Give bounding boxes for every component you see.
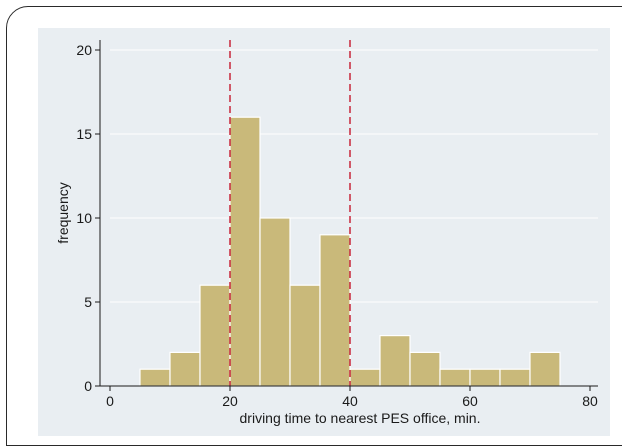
histogram-bar-10 bbox=[439, 368, 471, 387]
histogram-bar-9 bbox=[409, 351, 441, 387]
y-tick-label-3: 15 bbox=[76, 126, 92, 142]
reference-lines bbox=[229, 40, 351, 386]
histogram-bar-12 bbox=[499, 368, 531, 387]
histogram-bar-2 bbox=[199, 284, 231, 387]
histogram-bar-5 bbox=[289, 284, 321, 387]
histogram-bar-7 bbox=[349, 368, 381, 387]
x-tick-label-0: 0 bbox=[106, 393, 114, 409]
histogram-bar-4 bbox=[259, 217, 291, 387]
x-axis-label: driving time to nearest PES office, min. bbox=[240, 410, 481, 426]
x-tick-label-3: 60 bbox=[462, 393, 478, 409]
x-tick-label-2: 40 bbox=[342, 393, 358, 409]
y-axis-label: frequency bbox=[55, 182, 71, 243]
histogram-bar-0 bbox=[139, 368, 171, 387]
histogram-bar-8 bbox=[379, 335, 411, 387]
histogram-chart: 0 20 40 60 80 0 5 10 15 20 driving time to neare… bbox=[55, 40, 598, 426]
x-tick-label-1: 20 bbox=[222, 393, 238, 409]
histogram-bar-13 bbox=[529, 351, 561, 387]
histogram-bar-3 bbox=[229, 116, 261, 387]
y-tick-label-2: 10 bbox=[76, 210, 92, 226]
histogram-bar-6 bbox=[319, 234, 351, 387]
y-tick-label-0: 0 bbox=[84, 378, 92, 394]
y-tick-label-1: 5 bbox=[84, 294, 92, 310]
histogram-bar-11 bbox=[469, 368, 501, 387]
x-tick-labels: 0 20 40 60 80 bbox=[106, 393, 598, 409]
y-tick-label-4: 20 bbox=[76, 42, 92, 58]
grid-lines bbox=[110, 49, 598, 303]
y-tick-labels: 0 5 10 15 20 bbox=[76, 42, 92, 394]
axes bbox=[95, 40, 598, 391]
histogram-bar-1 bbox=[169, 351, 201, 387]
x-tick-label-4: 80 bbox=[582, 393, 598, 409]
